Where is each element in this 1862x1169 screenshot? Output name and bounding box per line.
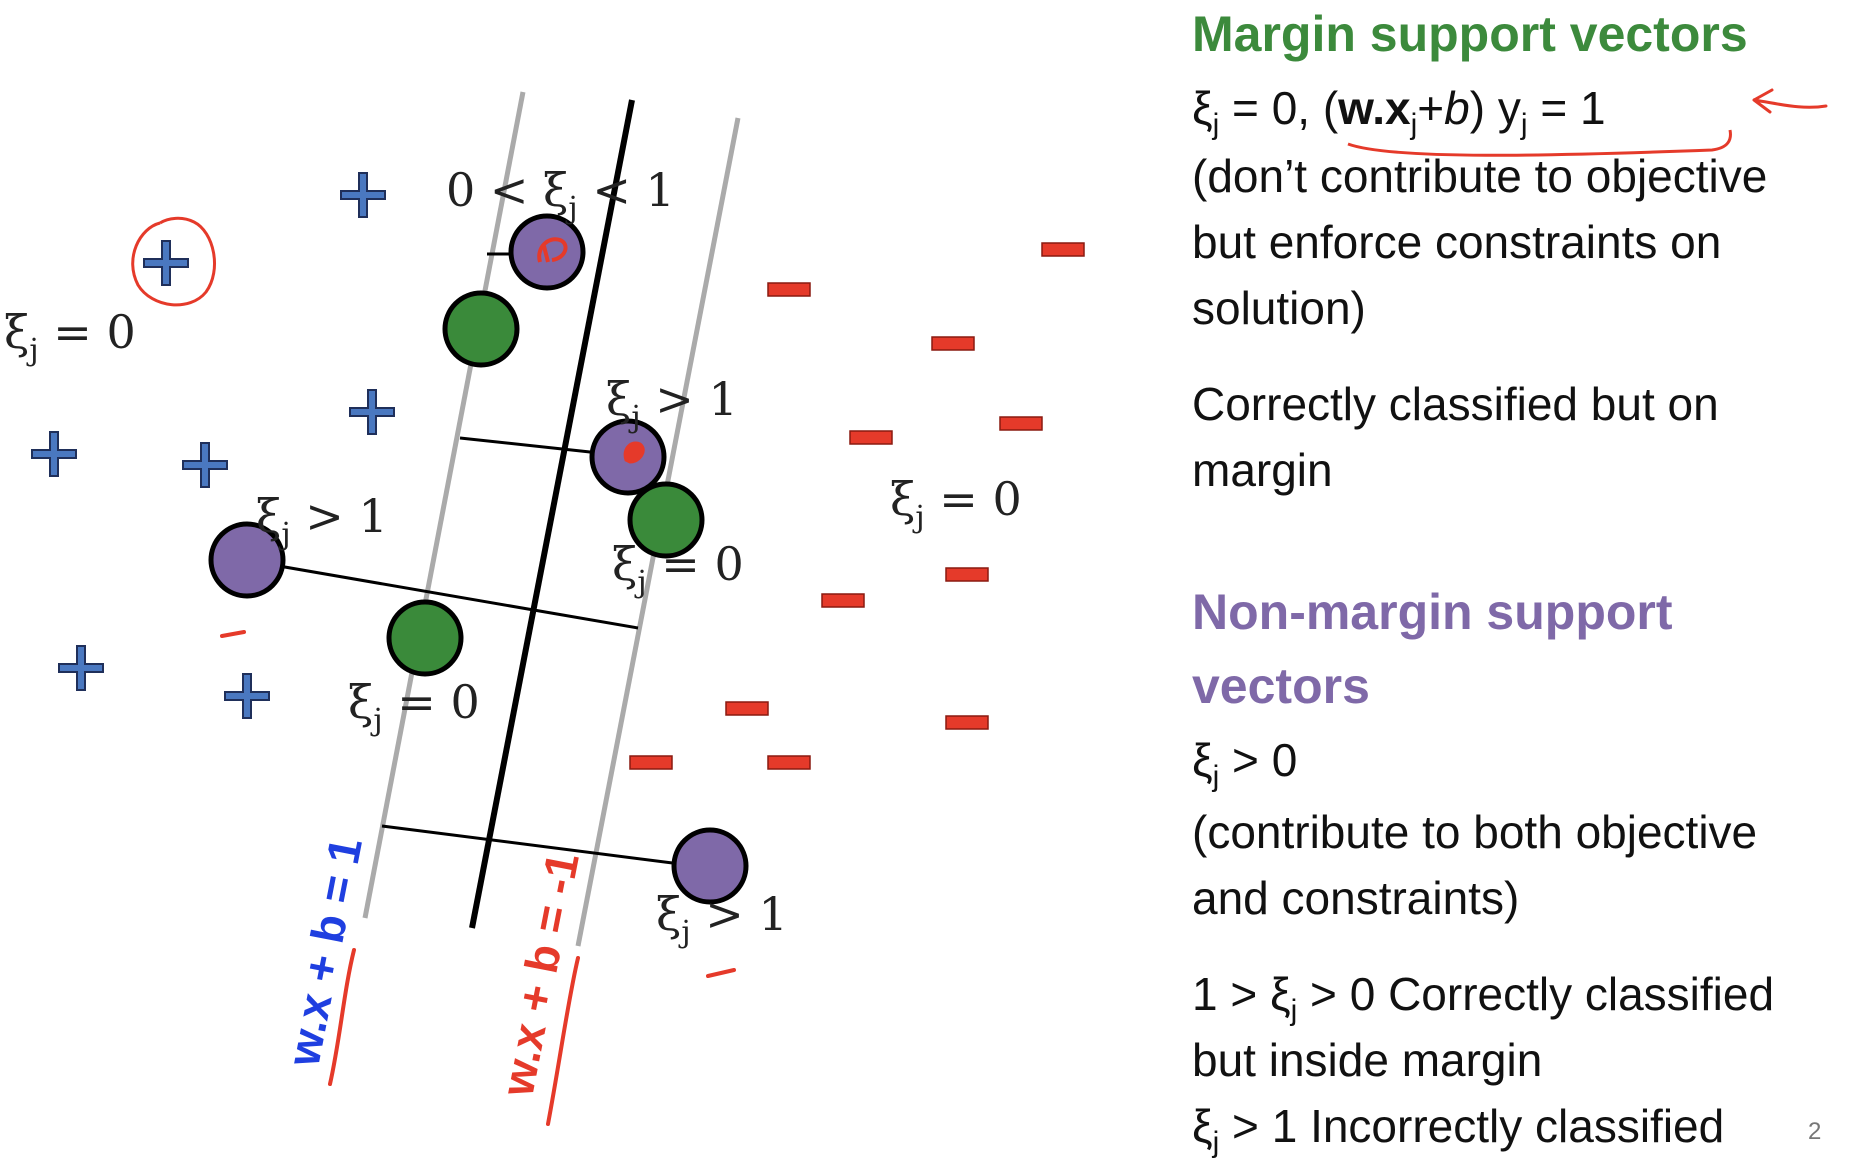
margin-support-vector <box>627 481 705 559</box>
margin-support-vector <box>442 290 520 368</box>
decision-boundary <box>469 99 635 929</box>
xi-label-between: 0 < ξj < 1 <box>446 163 675 226</box>
minus-icon <box>849 430 893 445</box>
annotation-tick <box>706 968 736 978</box>
plus-icon <box>143 240 189 286</box>
xi-label-zero-minus: ξj = 0 <box>890 472 1022 535</box>
case-inside-margin: 1 > ξj > 0 Correctly classified <box>1192 968 1775 1027</box>
minus-icon <box>945 567 989 582</box>
minus-icon <box>725 701 769 716</box>
case-misclassified: ξj > 1 Incorrectly classified <box>1192 1100 1725 1159</box>
annotation-scribble <box>623 441 645 464</box>
plus-icon <box>182 442 228 488</box>
page-number: 2 <box>1808 1118 1822 1145</box>
margin-note-2: margin <box>1192 444 1333 496</box>
minus-icon <box>767 755 811 770</box>
minus-icon <box>821 593 865 608</box>
nonmargin-sv-equation: ξj > 0 <box>1192 734 1298 793</box>
case-inside-margin-2: but inside margin <box>1192 1034 1543 1086</box>
xi-label-zero-low: ξj = 0 <box>348 675 480 738</box>
slack-segment <box>249 559 639 630</box>
minus-icon <box>629 755 673 770</box>
margin-support-vector <box>386 599 464 677</box>
explanation-panel: Margin support vectors ξj = 0, (w.xj+b) … <box>1192 0 1862 1162</box>
xi-label-gt-upper: ξj > 1 <box>606 372 738 435</box>
annotation-tick <box>220 630 246 638</box>
nonmargin-sv-title-1: Non-margin support <box>1192 584 1673 640</box>
minus-icon <box>945 715 989 730</box>
xi-label-zero-plus: ξj = 0 <box>4 305 136 368</box>
margin-line-positive <box>362 91 526 919</box>
arrow-icon <box>1752 88 1828 114</box>
minus-icon <box>999 416 1043 431</box>
positive-points <box>31 172 395 719</box>
nonmargin-desc-1: (contribute to both objective <box>1192 806 1758 858</box>
negative-points <box>629 242 1085 770</box>
annotation-underline <box>1347 129 1732 157</box>
annotation-circle <box>131 216 216 307</box>
plus-icon <box>349 389 395 435</box>
plus-icon <box>340 172 386 218</box>
nonmargin-support-vector <box>671 827 749 905</box>
minus-icon <box>767 282 811 297</box>
margin-sv-desc-3: solution) <box>1192 282 1366 334</box>
margin-note-1: Correctly classified but on <box>1192 378 1719 430</box>
minus-icon <box>931 336 975 351</box>
minus-icon <box>1041 242 1085 257</box>
margin-sv-title: Margin support vectors <box>1192 6 1748 62</box>
xi-label-zero-mid: ξj = 0 <box>612 537 744 600</box>
margin-sv-desc-2: but enforce constraints on <box>1192 216 1722 268</box>
plus-icon <box>31 431 77 477</box>
slack-segment <box>381 824 713 870</box>
nonmargin-sv-title-2: vectors <box>1192 658 1370 714</box>
annotation-underline <box>328 948 356 1086</box>
margin-positive-label: w.x + b = 1 <box>277 833 372 1071</box>
margin-sv-desc-1: (don’t contribute to objective <box>1192 150 1768 202</box>
plus-icon <box>224 673 270 719</box>
annotation-scribble <box>537 237 568 263</box>
margin-sv-equation: ξj = 0, (w.xj+b) yj = 1 <box>1192 82 1606 141</box>
annotation-underline <box>546 956 580 1126</box>
equation-annotation <box>1347 88 1828 157</box>
xi-label-gt-bottom: ξj > 1 <box>656 887 788 950</box>
nonmargin-desc-2: and constraints) <box>1192 872 1520 924</box>
svm-slack-diagram: 0 < ξj < 1 ξj = 0 ξj > 1 ξj = 0 ξj > 1 ξ… <box>4 91 1085 1126</box>
xi-label-gt-left: ξj > 1 <box>256 489 388 552</box>
nonmargin-support-vector <box>208 521 286 599</box>
plus-icon <box>58 645 104 691</box>
